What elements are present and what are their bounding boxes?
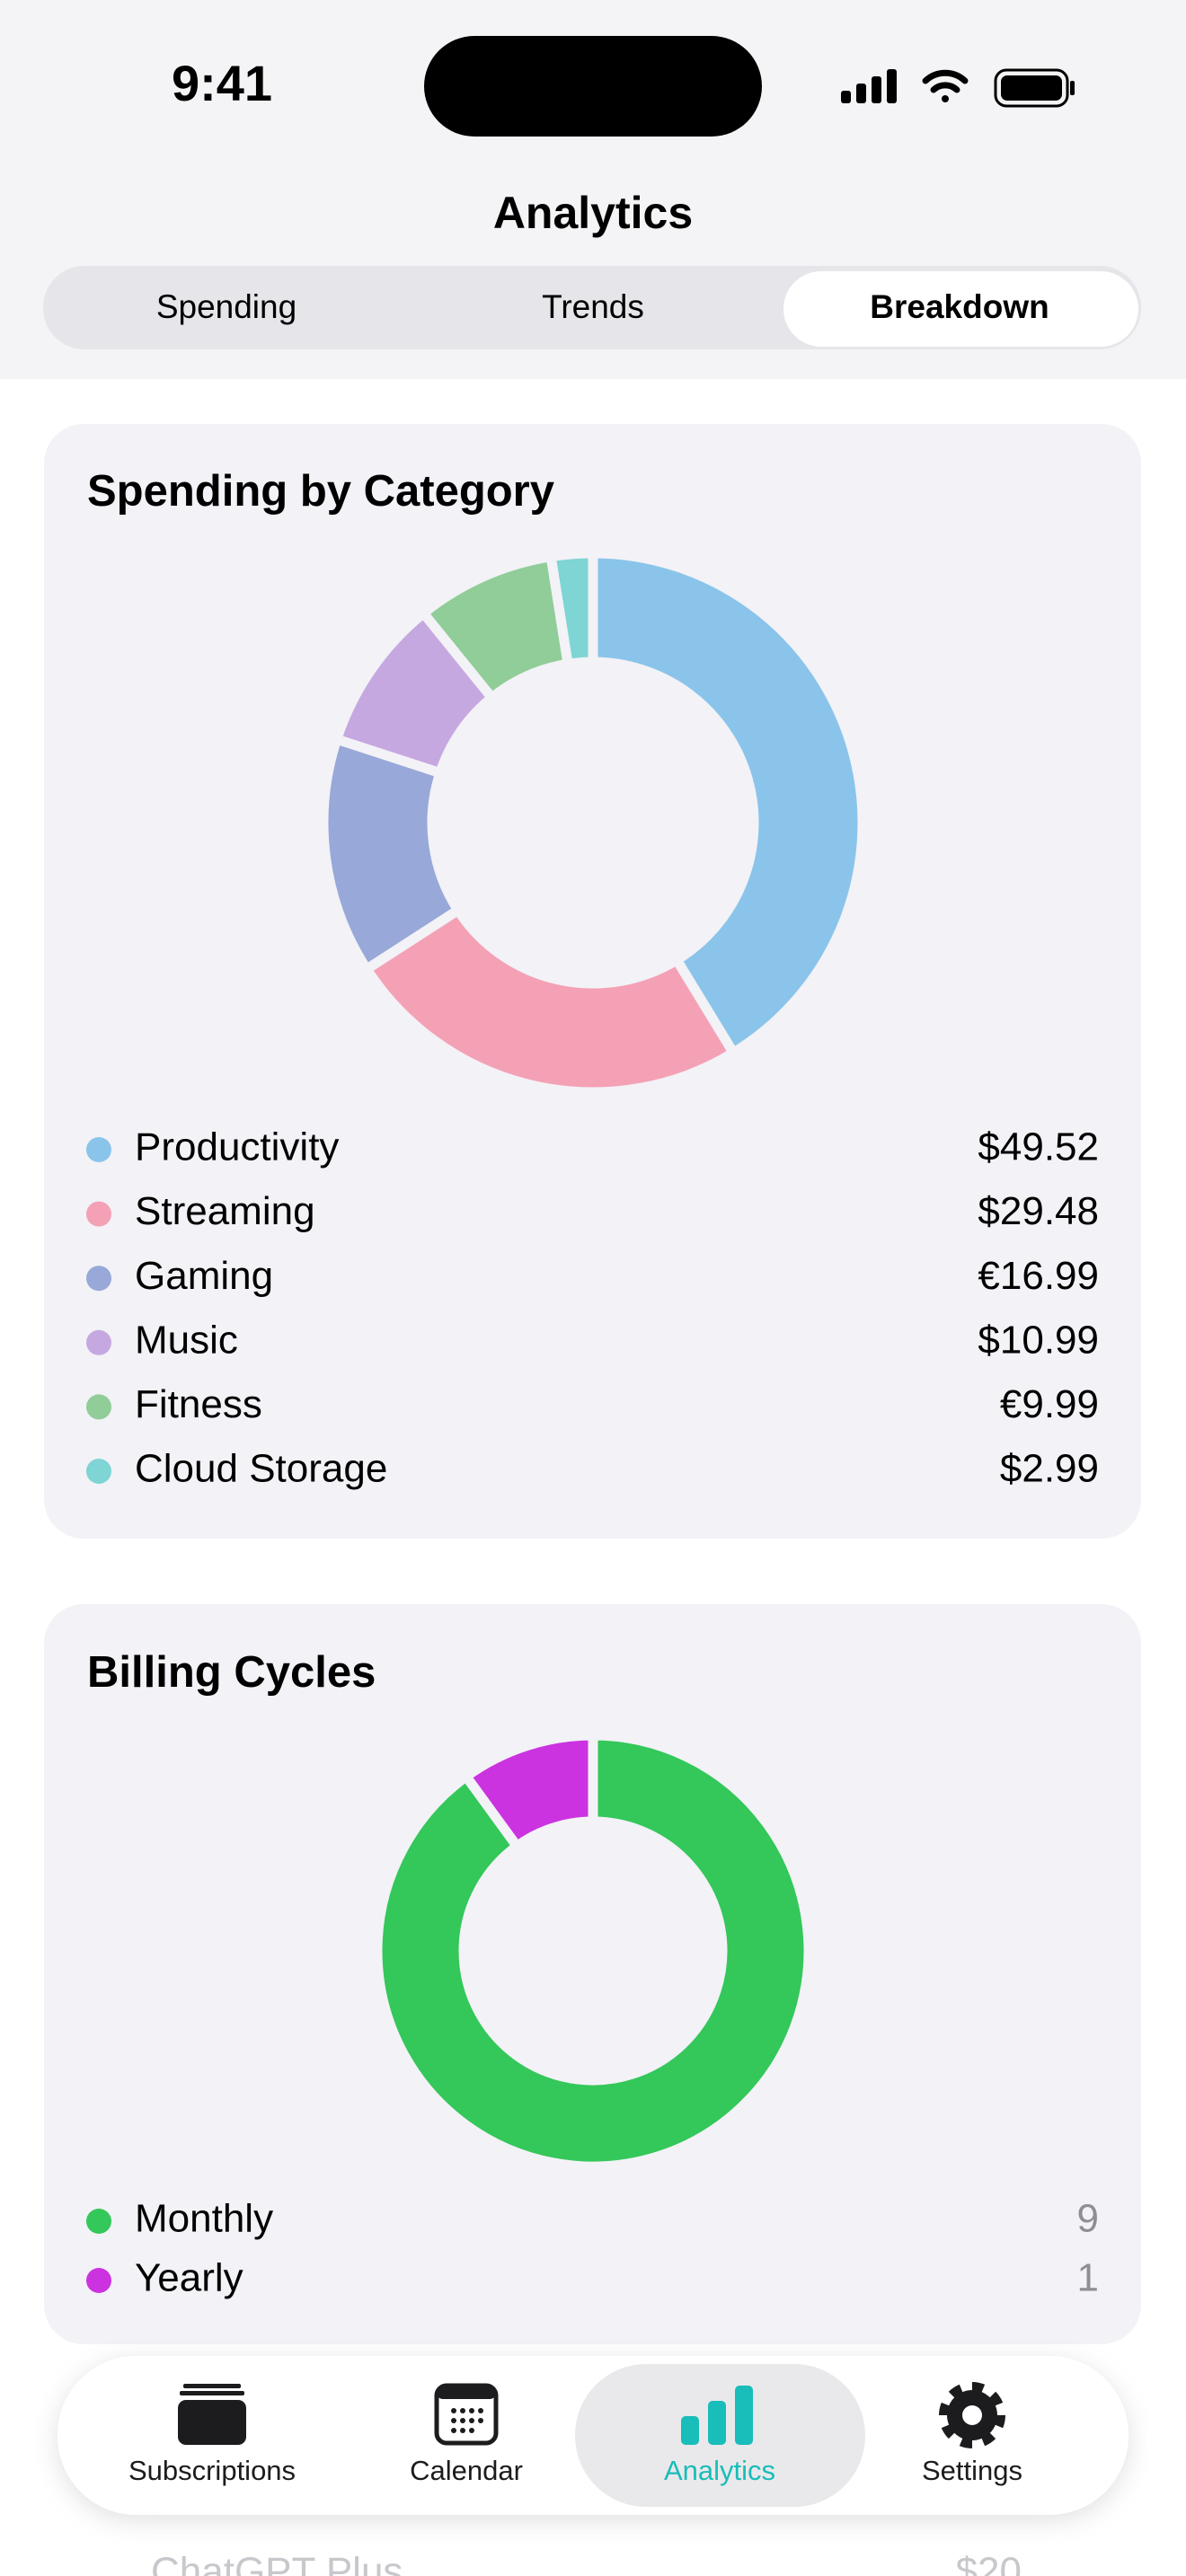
donut-slice [545, 548, 598, 669]
legend-label: Fitness [135, 1382, 262, 1426]
tab-label[interactable]: Calendar [410, 2455, 523, 2486]
legend-value: $2.99 [1000, 1447, 1099, 1491]
settings-icon[interactable] [939, 2382, 1005, 2448]
segment-label[interactable]: Trends [542, 288, 644, 325]
dynamic-island [424, 36, 762, 137]
legend-label: Gaming [135, 1254, 273, 1298]
legend-value: 9 [1077, 2197, 1099, 2241]
legend-dot [86, 1266, 111, 1292]
calendar-icon[interactable] [434, 2383, 499, 2446]
legend-value: $29.48 [978, 1189, 1099, 1233]
legend-label: Streaming [135, 1189, 315, 1233]
legend-value: €16.99 [978, 1254, 1099, 1298]
legend-value: €9.99 [1000, 1382, 1099, 1426]
subscriptions-icon[interactable] [178, 2384, 246, 2445]
wifi-icon [922, 69, 969, 102]
card-title: Billing Cycles [87, 1648, 376, 1697]
status-time: 9:41 [172, 55, 272, 111]
legend-label: Productivity [135, 1125, 339, 1169]
selected-segment [783, 271, 1138, 347]
legend-dot [86, 1394, 111, 1420]
legend-dot [86, 1137, 111, 1162]
legend-dot [86, 1329, 111, 1355]
donut-slice [588, 548, 868, 1058]
donut-slice [361, 904, 739, 1098]
legend-label: Cloud Storage [135, 1447, 387, 1491]
nav-title: Analytics [493, 188, 693, 238]
legend-dot [86, 1201, 111, 1227]
legend-dot [86, 1459, 111, 1484]
legend-dot [86, 2209, 111, 2234]
analytics-icon[interactable] [681, 2386, 753, 2445]
segment-label[interactable]: Breakdown [870, 288, 1049, 325]
tab-label[interactable]: Analytics [664, 2455, 775, 2486]
legend-label: Music [135, 1318, 238, 1362]
card [44, 1604, 1141, 2344]
donut-slice [461, 1730, 598, 1851]
donut-slice [372, 1730, 814, 2172]
signal-icon [841, 69, 897, 103]
tab-label[interactable]: Subscriptions [128, 2455, 296, 2486]
card-title: Spending by Category [87, 467, 554, 516]
peek-price: $20 [956, 2550, 1022, 2576]
legend-value: 1 [1077, 2256, 1099, 2300]
tab-label[interactable]: Settings [922, 2455, 1022, 2486]
legend-dot [86, 2268, 111, 2293]
legend-label: Yearly [135, 2256, 243, 2300]
segment-label[interactable]: Spending [156, 288, 296, 325]
legend-value: $49.52 [978, 1125, 1099, 1169]
legend-label: Monthly [135, 2197, 273, 2241]
battery-icon [994, 68, 1075, 108]
peek-name: ChatGPT Plus [151, 2550, 403, 2576]
legend-value: $10.99 [978, 1318, 1099, 1362]
